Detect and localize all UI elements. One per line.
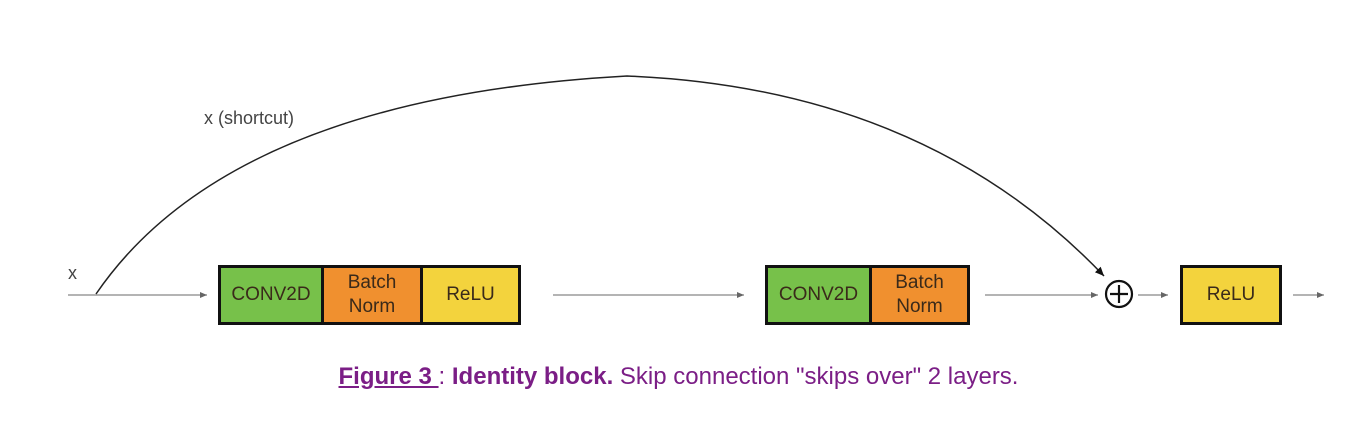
final-relu-label: ReLU	[1206, 284, 1256, 305]
final-relu-block: ReLU	[1180, 265, 1282, 325]
block-2-conv2d-label: CONV2D	[778, 284, 859, 305]
block-2-batchnorm-line1: Batch	[895, 272, 944, 293]
figure-label-link[interactable]: Figure 3	[338, 363, 439, 390]
input-x-label: x	[68, 263, 77, 283]
add-node	[1104, 279, 1134, 309]
caption-text: Skip connection "skips over" 2 layers.	[613, 363, 1019, 390]
block-1-relu: ReLU	[423, 268, 518, 322]
block-1-conv2d-label: CONV2D	[231, 284, 311, 305]
caption-title: Identity block.	[451, 363, 614, 390]
shortcut-label: x (shortcut)	[204, 108, 295, 128]
block-1-batchnorm: Batch Norm	[324, 268, 423, 322]
block-1-batchnorm-line1: Batch	[347, 272, 397, 293]
block-1-conv2d: CONV2D	[221, 268, 324, 322]
block-1: CONV2D Batch Norm ReLU	[218, 265, 521, 325]
shortcut-arc	[95, 75, 1105, 295]
block-2-conv2d: CONV2D	[768, 268, 872, 322]
final-relu: ReLU	[1183, 268, 1279, 322]
block-2: CONV2D Batch Norm	[765, 265, 970, 325]
block-1-relu-label: ReLU	[446, 284, 495, 305]
figure-caption: Figure 3 : Identity block. Skip connecti…	[0, 363, 1357, 391]
caption-separator: :	[438, 363, 452, 390]
block-2-batchnorm: Batch Norm	[872, 268, 967, 322]
block-1-batchnorm-line2: Norm	[348, 296, 396, 317]
block-2-batchnorm-line2: Norm	[896, 296, 943, 317]
